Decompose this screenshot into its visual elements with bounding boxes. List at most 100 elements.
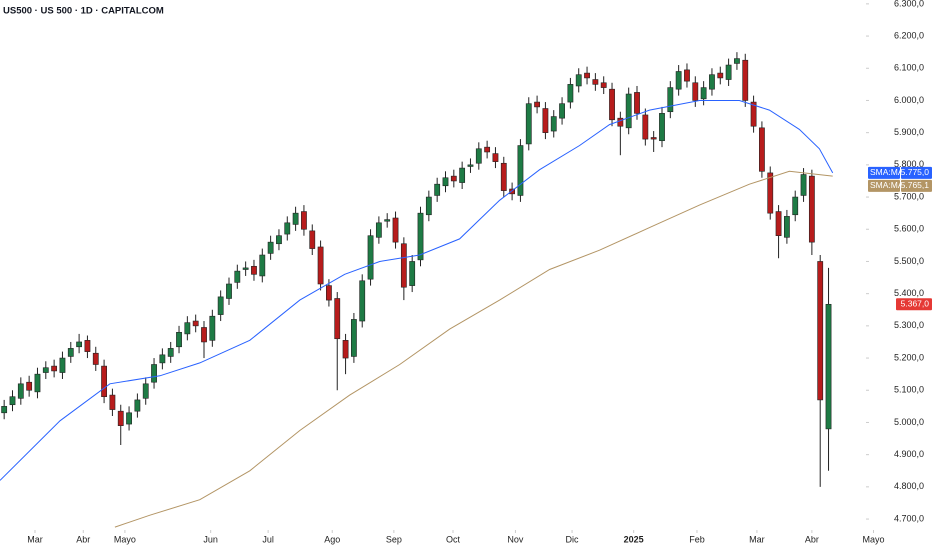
candle-body [226, 283, 232, 299]
candle-body [284, 222, 291, 235]
x-tick-label: Abr [76, 534, 90, 544]
candle-body [292, 212, 299, 225]
y-tick-label: 5.600,0 [894, 224, 924, 234]
candle-body [276, 235, 282, 245]
candle-body [659, 113, 665, 142]
candle-body [808, 175, 815, 243]
candle-body [675, 71, 682, 90]
x-tick-label: Ago [324, 534, 340, 544]
candle-body [592, 79, 599, 85]
candle-body [242, 267, 249, 270]
y-tick-label: 4.700,0 [894, 513, 924, 523]
y-tick-label: 6.000,0 [894, 95, 924, 105]
candle-body [600, 82, 607, 88]
x-tick-label: Oct [446, 534, 461, 544]
y-tick-label: 4.900,0 [894, 449, 924, 459]
candle-body [384, 219, 391, 222]
candle-body [334, 298, 341, 340]
candle-body [709, 74, 715, 90]
candle-body [650, 137, 657, 140]
candle-body [783, 216, 790, 238]
candle-body [767, 172, 774, 214]
candle-body [201, 327, 207, 343]
candle-body [567, 84, 574, 103]
candle-body [542, 108, 549, 133]
candle-body [51, 365, 58, 372]
x-tick-label: Mayo [114, 534, 136, 544]
candle-body [525, 103, 532, 145]
sma-tag-value: 5.775,0 [901, 167, 930, 177]
candle-body [550, 116, 557, 132]
sma-tag-name: SMA:MA [870, 180, 904, 190]
candle-body [42, 367, 49, 373]
candle-body [217, 296, 224, 315]
candle-body [692, 82, 699, 101]
candle-body [717, 72, 724, 79]
y-tick-label: 5.400,0 [894, 288, 924, 298]
y-tick-label: 5.800,0 [894, 159, 924, 169]
candle-body [151, 364, 157, 383]
sma-tag [868, 166, 900, 179]
y-tick-label: 5.500,0 [894, 256, 924, 266]
candle-body [317, 246, 324, 285]
candle-body [575, 74, 582, 87]
candle-body [792, 196, 799, 216]
candle-body [17, 383, 24, 399]
candle-body [759, 127, 765, 172]
candle-body [301, 211, 307, 230]
candle-body [209, 315, 216, 341]
candle-body [684, 69, 690, 82]
candle-body [134, 399, 141, 412]
candle-body [59, 357, 66, 373]
candle-body [1, 406, 8, 414]
candle-body [459, 167, 466, 183]
candle-body [734, 58, 740, 64]
candle-body [109, 394, 116, 410]
candle-body [667, 87, 674, 113]
candle-body [825, 303, 832, 430]
x-tick-label: Jul [262, 534, 274, 544]
candle-body [142, 383, 149, 399]
candle-body [167, 348, 174, 357]
candle-body [184, 322, 191, 335]
candle-body [26, 381, 33, 391]
candle-body [342, 340, 349, 359]
y-tick-label: 4.800,0 [894, 481, 924, 491]
candle-body [517, 145, 524, 196]
candle-body [126, 412, 132, 425]
sma-tag-value: 5.765,1 [901, 180, 930, 190]
candle-body [34, 373, 41, 393]
candle-body [326, 285, 332, 301]
candle-body [442, 177, 449, 187]
x-tick-label: Dic [566, 534, 579, 544]
plot-area [0, 52, 834, 528]
candle-body [617, 117, 624, 127]
candle-body [359, 280, 366, 322]
x-tick-label: Mar [27, 534, 43, 544]
candle-body [500, 162, 507, 191]
candle-body [509, 188, 516, 195]
candle-body [375, 222, 382, 238]
y-tick-label: 6.100,0 [894, 63, 924, 73]
candle-body [192, 320, 199, 327]
candle-body [742, 59, 749, 101]
candle-body [234, 270, 241, 283]
candle-body [434, 183, 441, 196]
candle-body [159, 354, 166, 364]
candle-body [92, 352, 99, 365]
candle-body [267, 241, 274, 254]
candle-body [450, 175, 457, 182]
candle-body [409, 261, 416, 286]
x-tick-label: Abr [805, 534, 819, 544]
chart-title: US500 · US 500 · 1D · CAPITALCOM [3, 6, 164, 17]
candle-body [367, 235, 374, 280]
candle-body [750, 101, 757, 127]
sma-line [0, 100, 834, 481]
candle-body [467, 164, 474, 167]
x-tick-label: Feb [689, 534, 705, 544]
candle-body [251, 265, 257, 275]
candle-body [642, 114, 649, 140]
y-tick-label: 5.700,0 [894, 191, 924, 201]
y-tick-label: 5.200,0 [894, 352, 924, 362]
